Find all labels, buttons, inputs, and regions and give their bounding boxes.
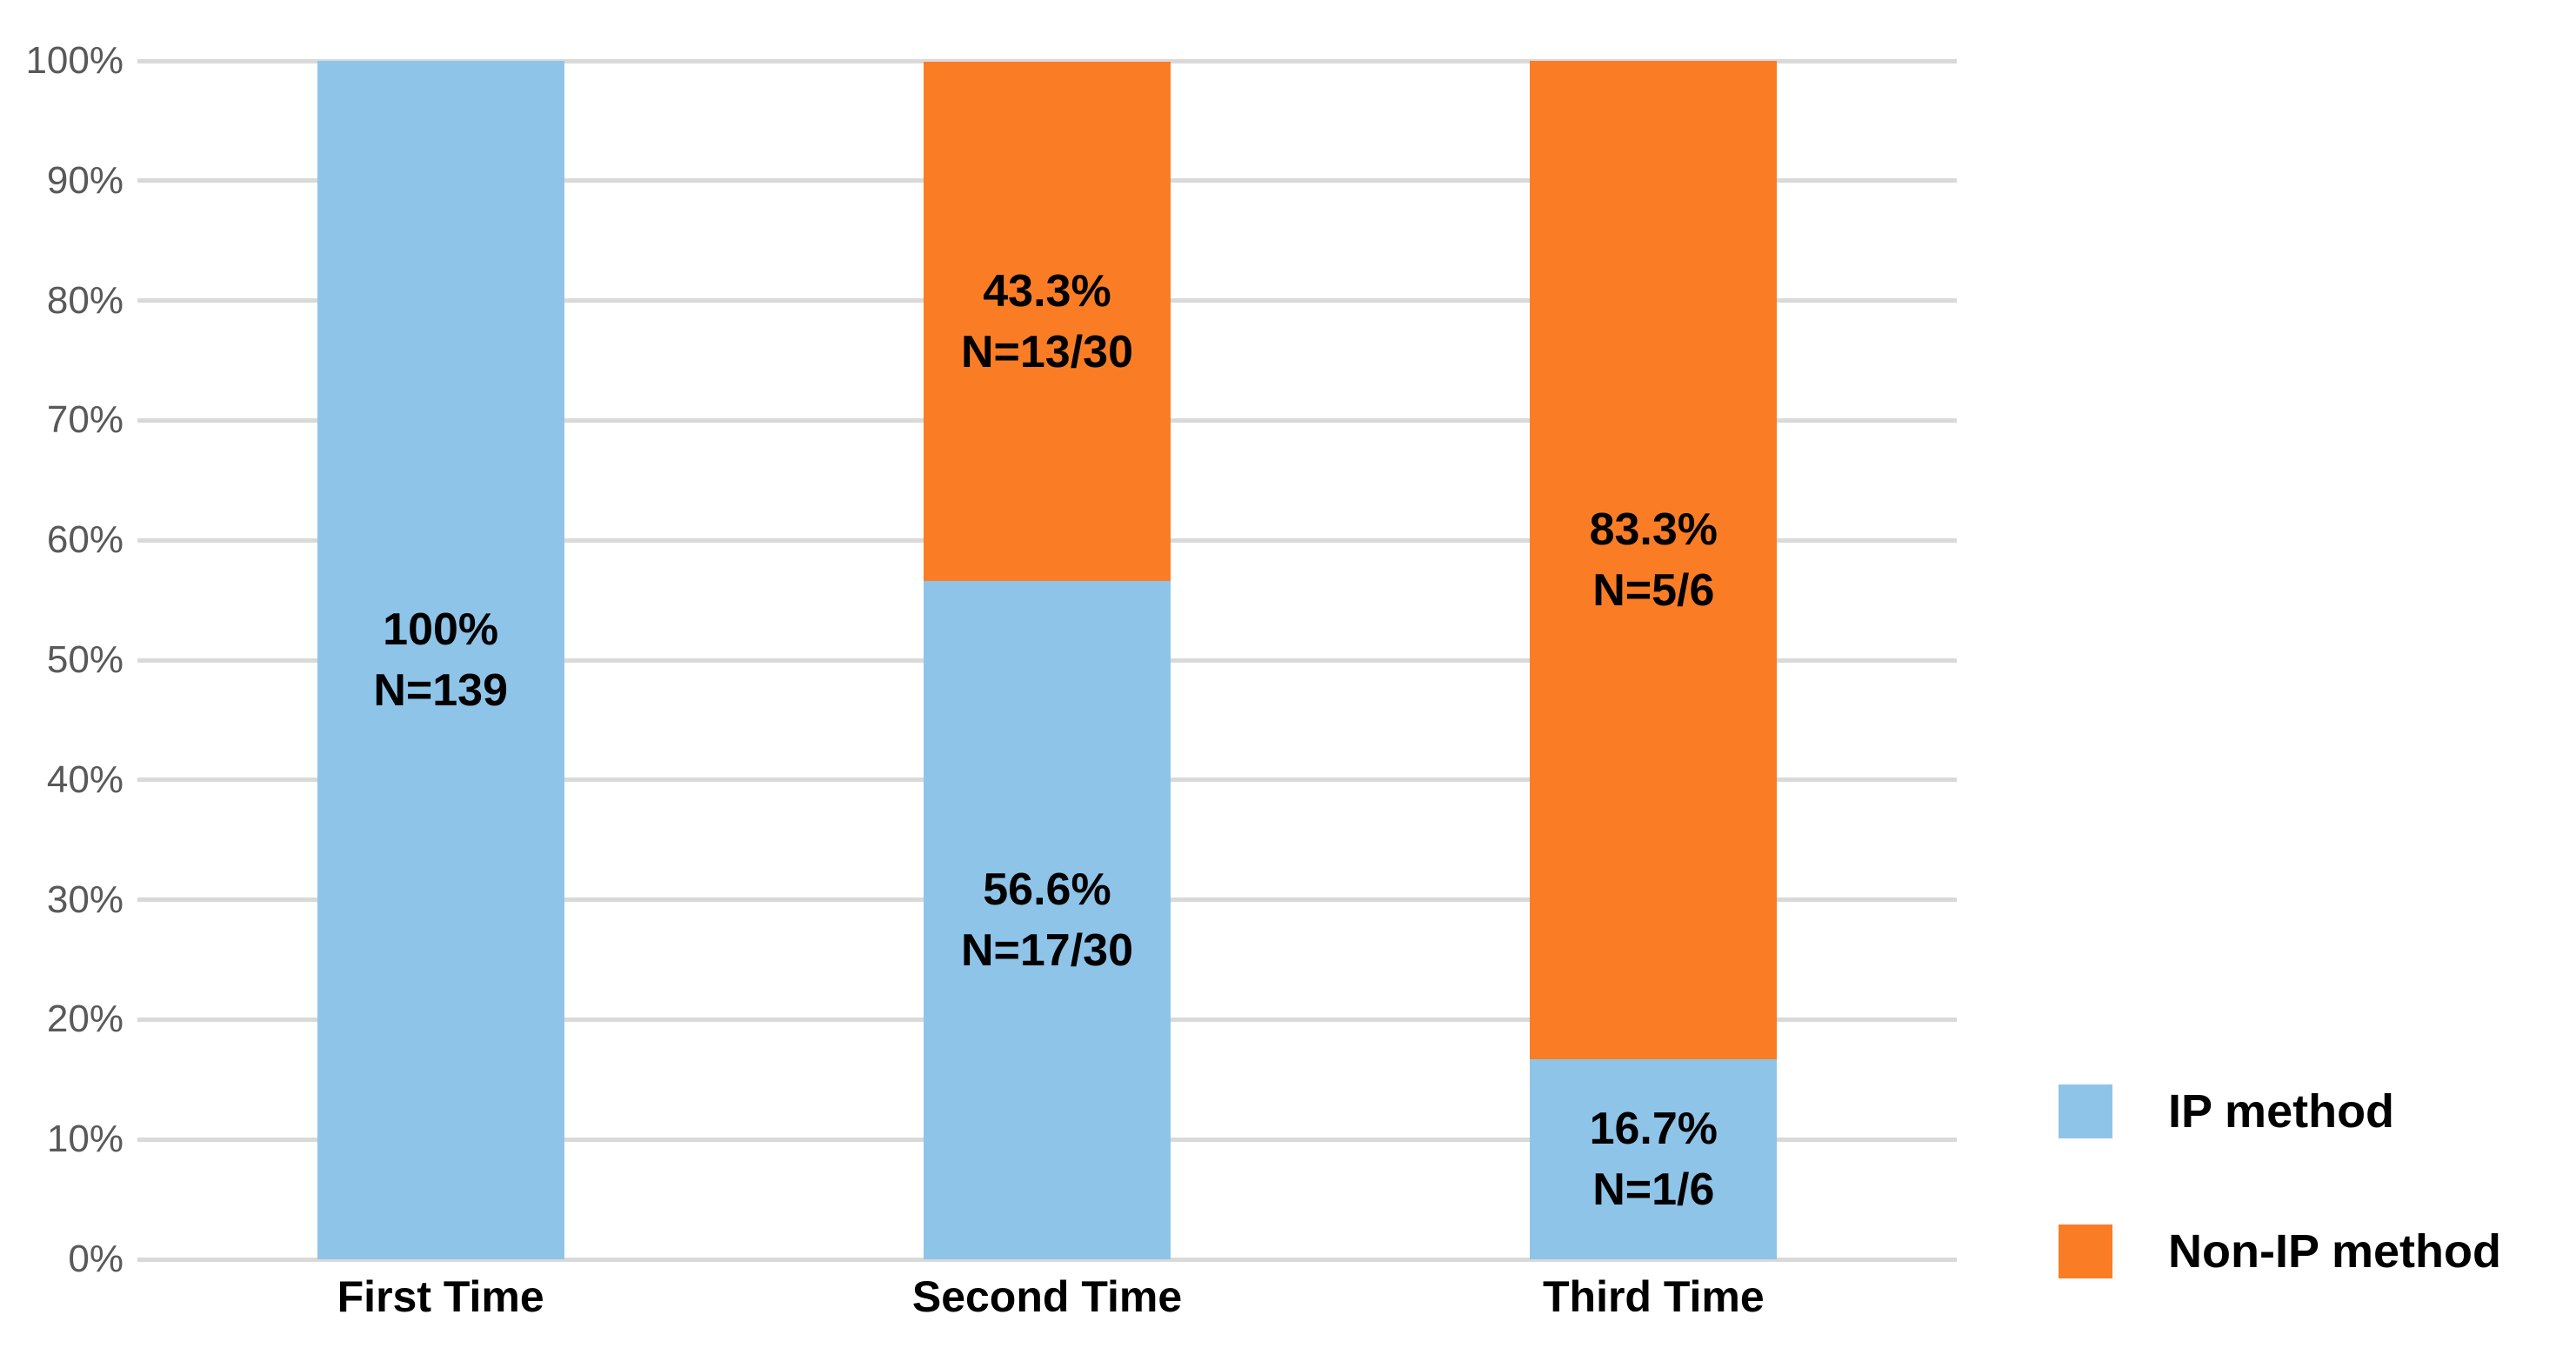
- bar-first-time: 100% N=139: [137, 61, 744, 1259]
- bar-second-time: 56.6% N=17/30 43.3% N=13/30: [744, 61, 1350, 1259]
- bar-segment-label: N=13/30: [960, 326, 1133, 377]
- legend-swatch: [2059, 1225, 2112, 1278]
- legend-label: Non-IP method: [2168, 1225, 2501, 1278]
- bar-segment-ip-method: 100% N=139: [317, 61, 564, 1259]
- legend-item-ip-method: IP method: [2059, 1084, 2394, 1138]
- bar-segment-label: N=17/30: [960, 925, 1133, 977]
- bar-segment-label: N=1/6: [1592, 1164, 1715, 1215]
- bar-segment-ip-method: 16.7% N=1/6: [1530, 1058, 1778, 1259]
- bar-segment-label: N=139: [373, 665, 508, 716]
- bar-third-time: 16.7% N=1/6 83.3% N=5/6: [1351, 61, 1957, 1259]
- legend-swatch: [2059, 1084, 2112, 1138]
- y-tick-label: 80%: [46, 278, 123, 322]
- bar-segment-non-ip-method: 43.3% N=13/30: [923, 62, 1171, 582]
- bar-segment-label: 83.3%: [1589, 504, 1718, 555]
- bar-segment-label: N=5/6: [1592, 564, 1715, 616]
- bar-segment-ip-method: 56.6% N=17/30: [923, 581, 1171, 1259]
- legend-item-non-ip-method: Non-IP method: [2059, 1225, 2501, 1278]
- y-tick-label: 10%: [46, 1118, 123, 1161]
- y-tick-label: 20%: [46, 998, 123, 1041]
- x-category-label: Third Time: [1542, 1272, 1765, 1321]
- y-tick-label: 70%: [46, 398, 123, 442]
- x-axis: First Time Second Time Third Time: [137, 1271, 1957, 1341]
- bar-segment-label: 100%: [383, 604, 499, 655]
- plot-area: 100% N=139 56.6% N=17/30 43.3% N=13/30 16.7% N=…: [137, 58, 1957, 1262]
- bar-segment-label: 43.3%: [983, 265, 1111, 317]
- bar-segment-label: 56.6%: [983, 864, 1111, 916]
- legend-label: IP method: [2168, 1085, 2395, 1138]
- y-tick-label: 100%: [25, 39, 123, 82]
- x-category-label: First Time: [337, 1272, 544, 1321]
- y-tick-label: 40%: [46, 757, 123, 801]
- y-tick-label: 30%: [46, 878, 123, 921]
- gridline: [137, 1257, 1957, 1262]
- y-tick-label: 50%: [46, 638, 123, 681]
- y-axis: 0% 10% 20% 30% 40% 50% 60% 70% 80% 90% 100%: [0, 40, 123, 1280]
- bar-segment-label: 16.7%: [1589, 1103, 1718, 1154]
- y-tick-label: 90%: [46, 158, 123, 202]
- gridline: [137, 58, 1957, 63]
- y-tick-label: 0%: [68, 1238, 123, 1280]
- y-tick-label: 60%: [46, 518, 123, 562]
- bar-segment-non-ip-method: 83.3% N=5/6: [1530, 61, 1778, 1059]
- x-category-label: Second Time: [911, 1272, 1183, 1321]
- legend: IP method Non-IP method: [2059, 0, 2576, 1348]
